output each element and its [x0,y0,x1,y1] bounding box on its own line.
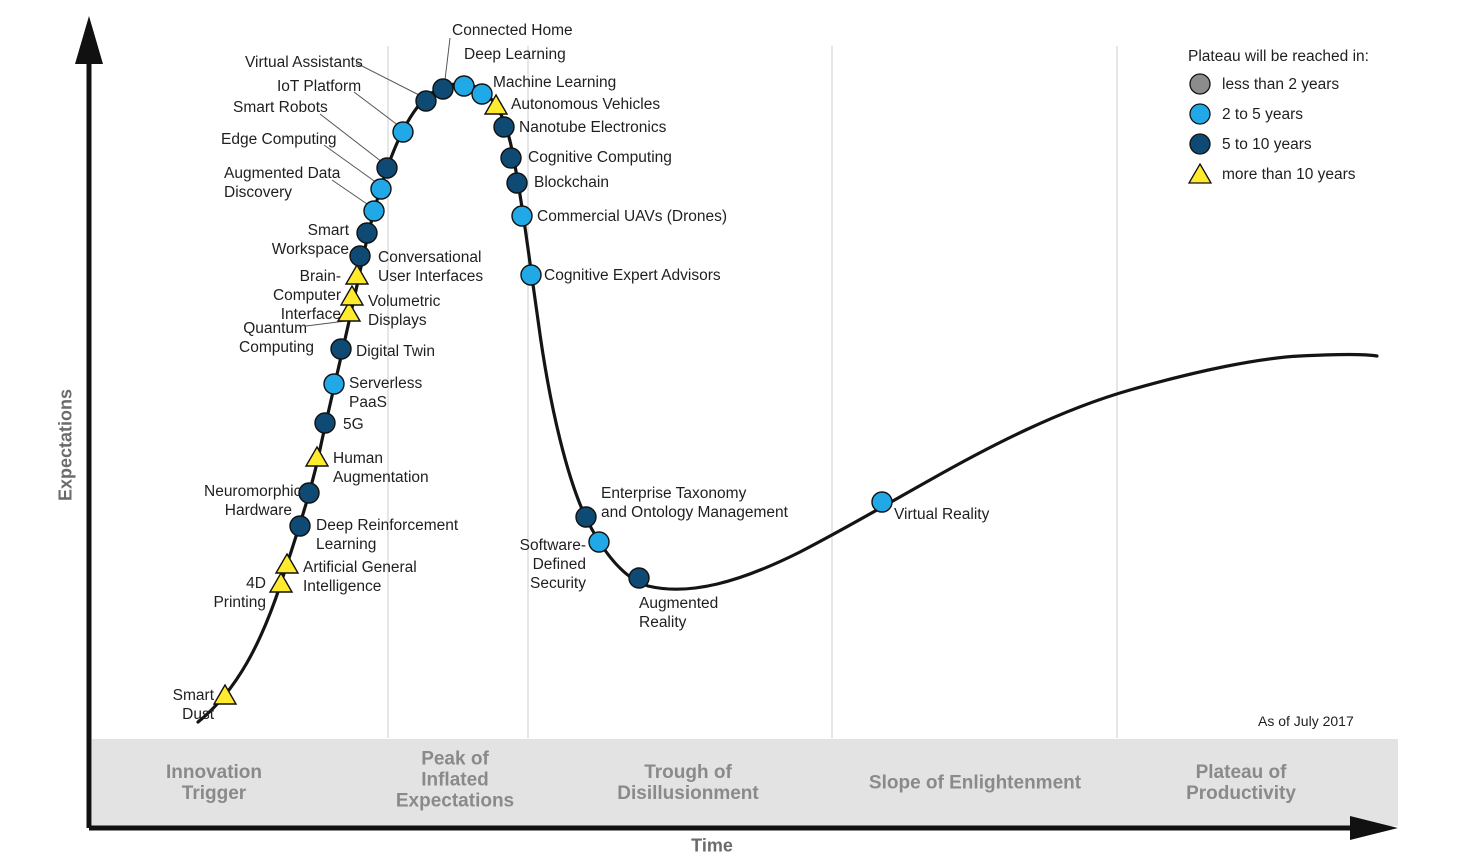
technology-marker-triangle-icon [336,300,362,322]
technology-label: 5G [343,416,364,433]
technology-marker-circle-icon [356,222,378,244]
technology-label: IoT Platform [277,78,362,95]
legend-item: 2 to 5 years [1188,102,1408,132]
technology-label: Virtual Assistants [245,54,363,71]
leader-line [319,113,383,163]
technology-label: Machine Learning [493,74,617,91]
technology-marker-circle-icon [500,147,522,169]
technology-marker-triangle-icon [339,284,365,306]
as-of-date: As of July 2017 [1258,713,1354,729]
technology-label: Neuromorphic Hardware [204,483,302,519]
hype-curve [196,82,1379,724]
technology-label: Digital Twin [356,343,435,360]
technology-marker-circle-icon [289,515,311,537]
technology-marker-triangle-icon [344,263,370,285]
technology-marker-circle-icon [392,121,414,143]
technology-marker-circle-icon [330,338,352,360]
technology-marker-circle-icon [314,412,336,434]
technology-marker-circle-icon [432,78,454,100]
leader-line [305,320,347,327]
phase-innovation-trigger: Innovation Trigger [165,762,263,804]
legend-label: 2 to 5 years [1222,106,1303,123]
legend-item: less than 2 years [1188,72,1408,102]
legend-title: Plateau will be reached in: [1188,48,1369,65]
technology-label: Smart Robots [233,99,328,116]
leader-line [355,62,422,97]
leader-line [444,37,451,81]
phase-plateau-of-productivity: Plateau of Productivity [1186,762,1296,804]
technology-label: Nanotube Electronics [519,119,667,136]
dark-blue-circle-icon [1189,133,1211,155]
technology-marker-circle-icon [363,200,385,222]
technology-label: Enterprise Taxonomy and Ontology Managem… [601,485,788,521]
technology-marker-circle-icon [453,75,475,97]
technology-label: Autonomous Vehicles [511,96,661,113]
technology-marker-circle-icon [871,491,893,513]
y-axis-title: Expectations [55,388,76,502]
technology-label: Cognitive Expert Advisors [544,267,721,284]
phase-peak-of-inflated-expectations: Peak of Inflated Expectations [395,748,515,812]
technology-label: Human Augmentation [333,450,429,486]
technology-marker-circle-icon [323,373,345,395]
technology-label: Brain-Computer Interface [272,268,341,323]
phase-slope-of-enlightenment: Slope of Enlightenment [868,772,1082,794]
leader-line [331,179,371,207]
technology-label: Commercial UAVs (Drones) [537,208,728,225]
legend-label: less than 2 years [1222,76,1340,93]
technology-label: Quantum Computing [239,320,314,356]
technology-marker-circle-icon [493,116,515,138]
technology-marker-circle-icon [588,531,610,553]
legend: Plateau will be reached in: less than 2 … [1188,48,1408,192]
technology-label: Smart Workspace [271,222,349,258]
leader-line [353,91,400,127]
technology-label: Artificial General Intelligence [303,559,417,595]
technology-label: Connected Home [452,22,573,39]
light-blue-circle-icon [1189,103,1211,125]
technology-marker-circle-icon [628,567,650,589]
technology-marker-circle-icon [370,178,392,200]
technology-marker-triangle-icon [274,552,300,574]
technology-marker-circle-icon [511,205,533,227]
technology-label: Edge Computing [221,131,337,148]
technology-label: Cognitive Computing [528,149,672,166]
technology-marker-triangle-icon [304,445,330,467]
technology-label: Virtual Reality [894,506,990,523]
x-axis-arrow-icon [1350,816,1398,840]
technology-label: Conversational User Interfaces [378,249,484,285]
technology-marker-triangle-icon [212,683,238,705]
technology-label: Augmented Reality [639,595,719,631]
technology-marker-circle-icon [349,245,371,267]
technology-label: Augmented Data Discovery [224,165,341,201]
technology-marker-triangle-icon [268,571,294,593]
technology-marker-circle-icon [471,83,493,105]
technology-marker-circle-icon [520,264,542,286]
technology-marker-circle-icon [376,157,398,179]
technology-marker-circle-icon [298,482,320,504]
technology-label: Volumetric Displays [368,293,441,329]
technology-label: 4D Printing [213,575,266,611]
y-axis-arrow-icon [75,16,103,64]
legend-item: more than 10 years [1188,162,1408,192]
leader-line [323,144,378,184]
technology-label: Serverless PaaS [349,375,423,411]
x-axis-title: Time [691,835,733,856]
technology-marker-triangle-icon [483,93,509,115]
gray-circle-icon [1189,73,1211,95]
technology-label: Blockchain [534,174,609,191]
technology-label: Smart Dust [172,687,214,723]
technology-marker-circle-icon [506,172,528,194]
phase-band [92,739,1398,826]
legend-item: 5 to 10 years [1188,132,1408,162]
legend-label: more than 10 years [1222,166,1356,183]
technology-marker-circle-icon [575,506,597,528]
technology-label: Deep Learning [464,46,566,63]
technology-marker-circle-icon [415,90,437,112]
phase-trough-of-disillusionment: Trough of Disillusionment [617,762,759,804]
yellow-triangle-icon [1188,162,1212,184]
technology-label: Deep Reinforcement Learning [316,517,459,553]
technology-label: Software-Defined Security [519,537,586,592]
legend-label: 5 to 10 years [1222,136,1312,153]
